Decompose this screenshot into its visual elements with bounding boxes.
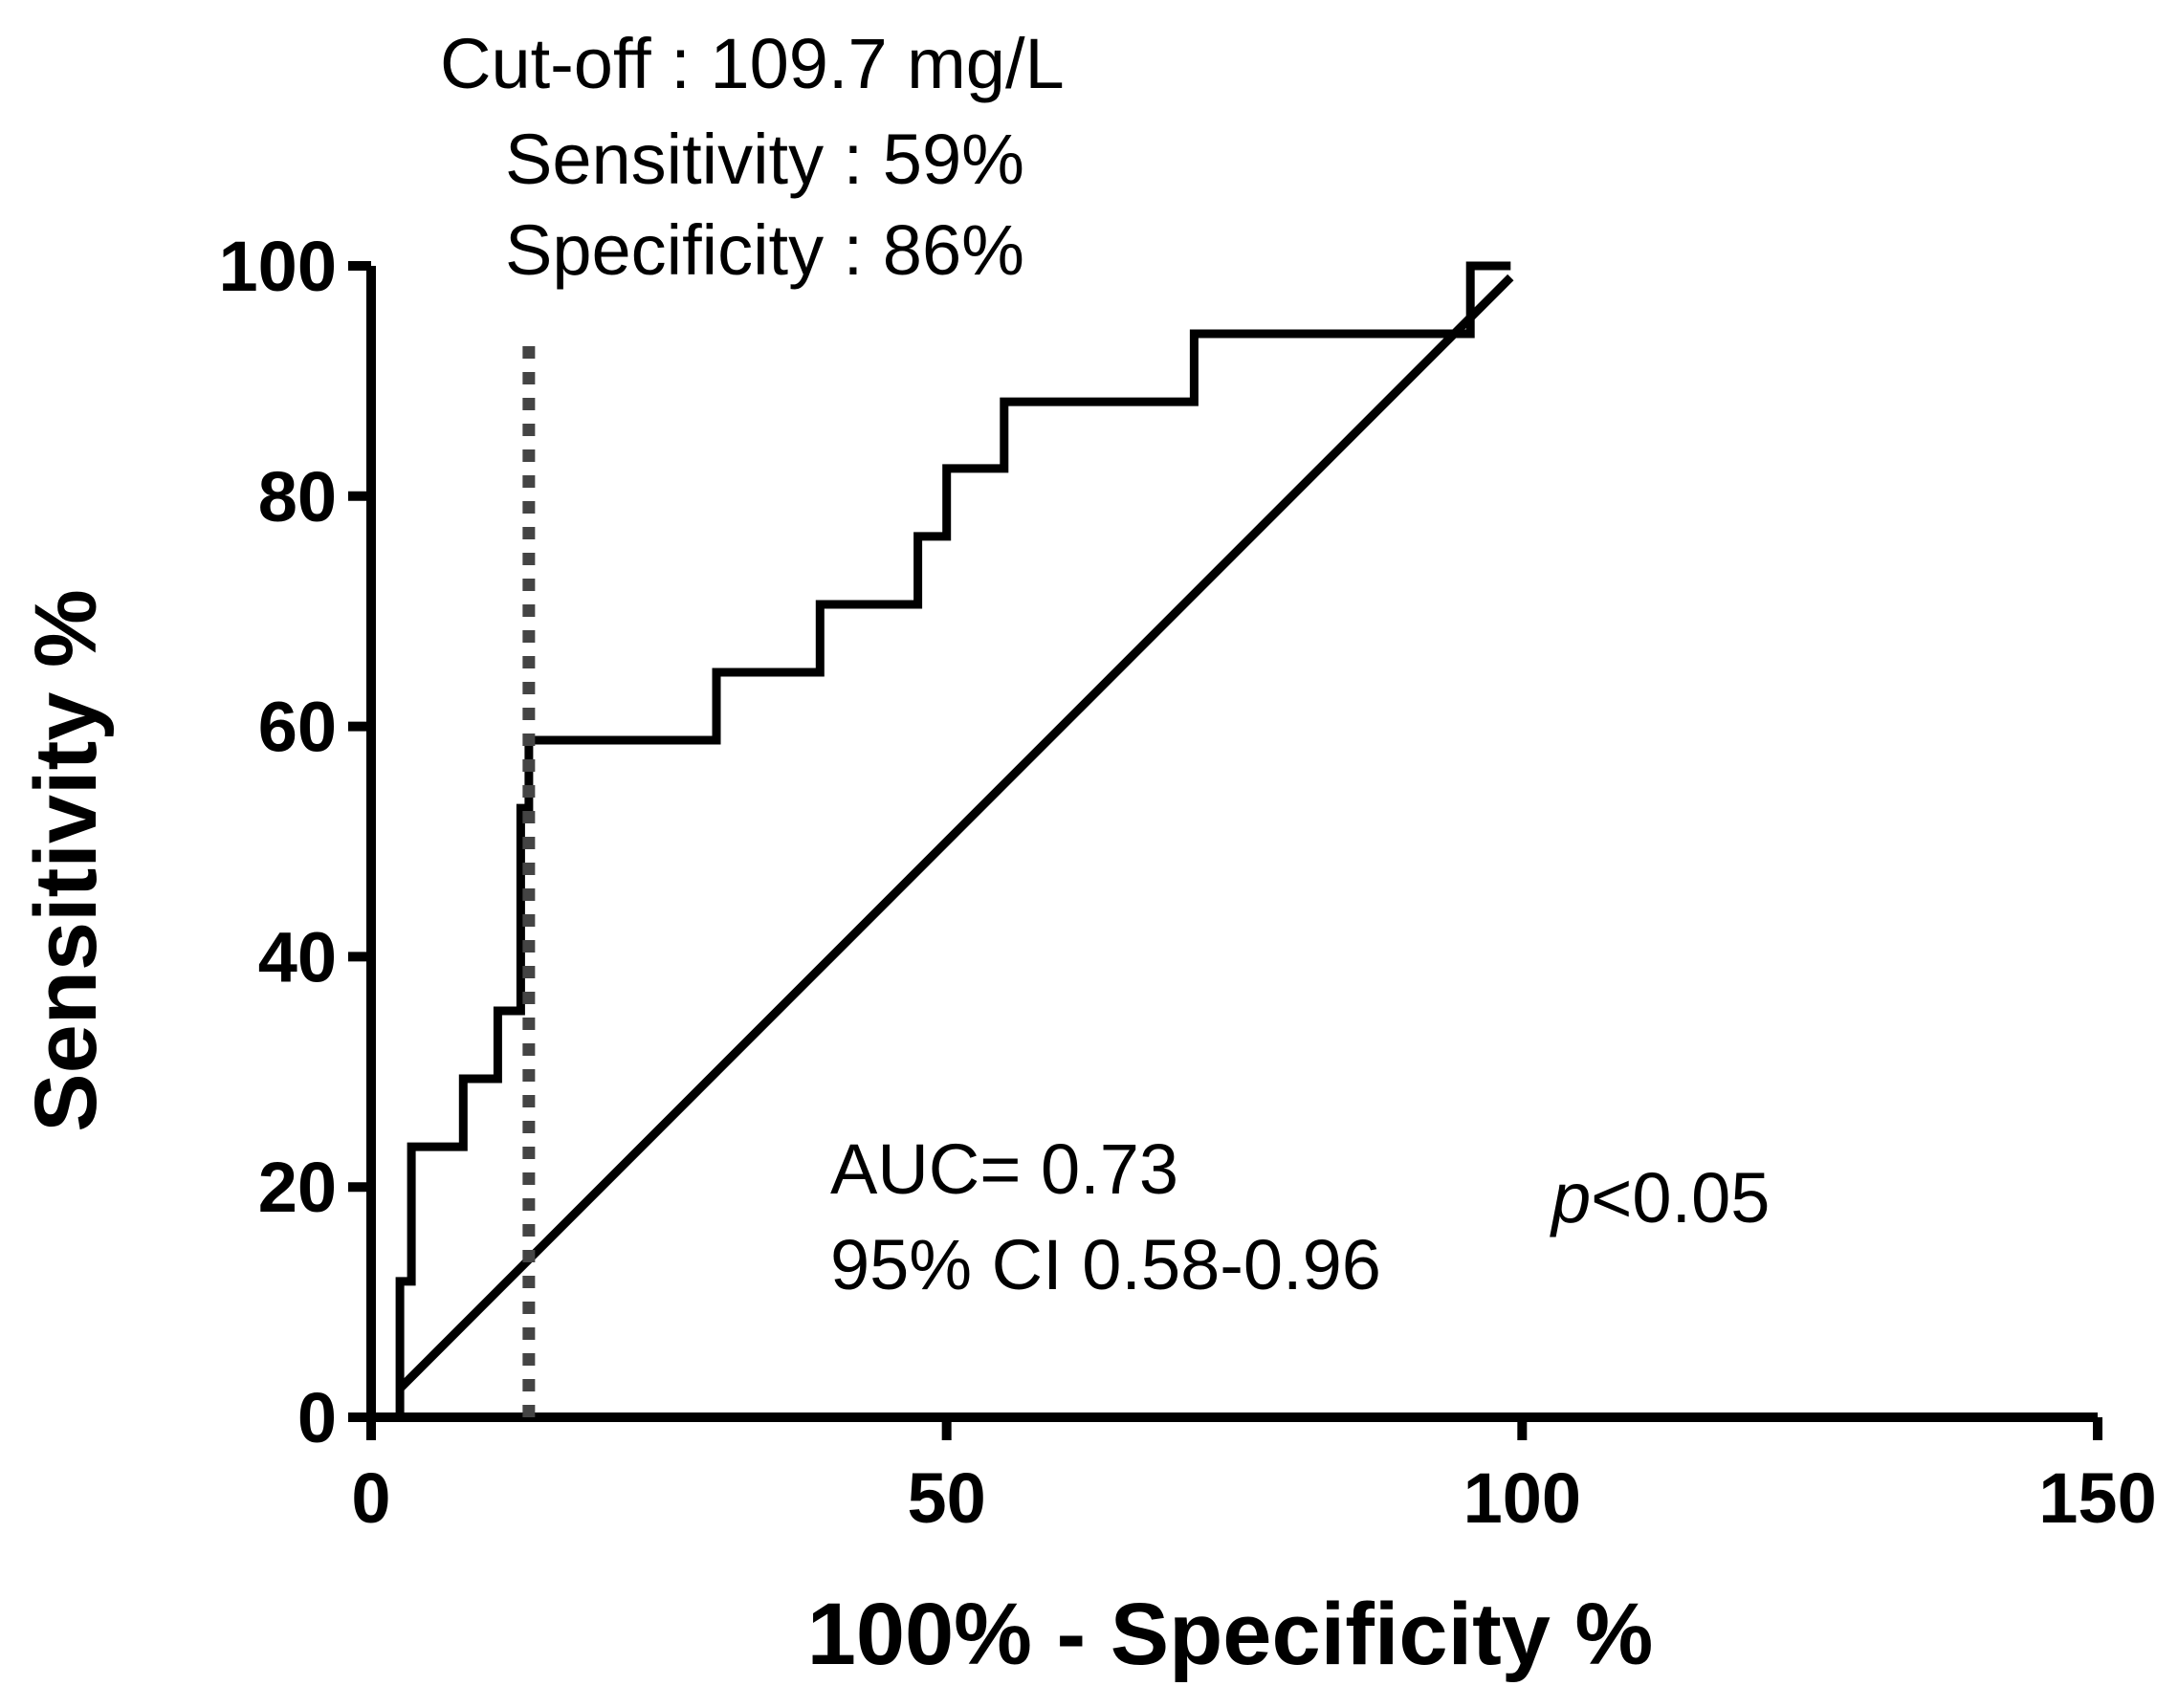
cutoff-annotation: Cut-off : 109.7 mg/L bbox=[440, 24, 1065, 103]
y-tick-label: 80 bbox=[258, 457, 337, 536]
x-tick-label: 150 bbox=[2038, 1458, 2156, 1538]
y-tick-label: 20 bbox=[258, 1148, 337, 1227]
specificity-annotation: Specificity : 86% bbox=[505, 210, 1024, 290]
p-value-annotation: p<0.05 bbox=[1550, 1158, 1770, 1237]
p-value-symbol: p bbox=[1550, 1158, 1591, 1237]
y-axis-title: Sensitivity % bbox=[17, 589, 115, 1132]
p-value-threshold: <0.05 bbox=[1591, 1158, 1770, 1237]
x-tick-label: 0 bbox=[351, 1458, 390, 1538]
ticks: 0 20 40 60 80 100 0 50 100 150 bbox=[219, 227, 2157, 1538]
x-tick-label: 50 bbox=[908, 1458, 986, 1538]
ci-annotation: 95% CI 0.58-0.96 bbox=[830, 1225, 1381, 1304]
y-tick-label: 40 bbox=[258, 917, 337, 996]
x-axis-title: 100% - Specificity % bbox=[807, 1586, 1654, 1683]
y-tick-label: 0 bbox=[297, 1378, 337, 1457]
reference-line bbox=[396, 274, 1514, 1392]
y-tick-label: 60 bbox=[258, 688, 337, 767]
axes bbox=[354, 266, 2098, 1434]
x-tick-label: 100 bbox=[1463, 1458, 1581, 1538]
series-layer bbox=[395, 261, 1514, 1417]
y-tick-label: 100 bbox=[219, 227, 337, 306]
roc-curve bbox=[395, 261, 1511, 1417]
sensitivity-annotation: Sensitivity : 59% bbox=[505, 120, 1024, 199]
auc-annotation: AUC= 0.73 bbox=[830, 1129, 1178, 1209]
